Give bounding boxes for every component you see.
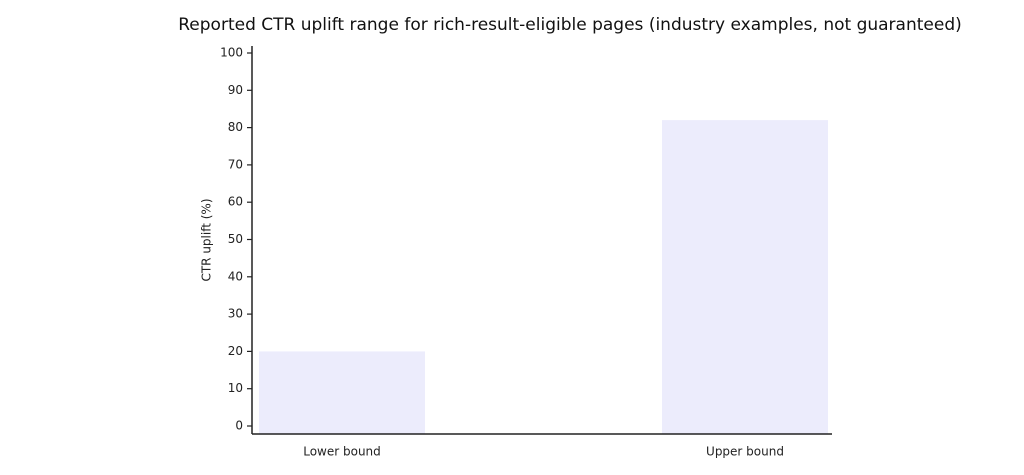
y-tick-label: 60 [228, 195, 243, 209]
y-tick-label: 10 [228, 381, 243, 395]
x-tick-label: Lower bound [303, 445, 381, 459]
y-tick-label: 90 [228, 83, 243, 97]
y-tick-label: 20 [228, 344, 243, 358]
y-tick-label: 50 [228, 232, 243, 246]
y-tick-label: 80 [228, 120, 243, 134]
y-tick-label: 30 [228, 307, 243, 321]
bar [259, 351, 425, 434]
y-tick-label: 70 [228, 157, 243, 171]
x-tick-label: Upper bound [706, 445, 784, 459]
y-axis-label: CTR uplift (%) [200, 198, 214, 281]
bar [662, 120, 828, 434]
chart-title: Reported CTR uplift range for rich-resul… [178, 15, 962, 35]
y-tick-label: 0 [235, 419, 243, 433]
y-tick-label: 100 [220, 46, 243, 60]
y-tick-label: 40 [228, 269, 243, 283]
